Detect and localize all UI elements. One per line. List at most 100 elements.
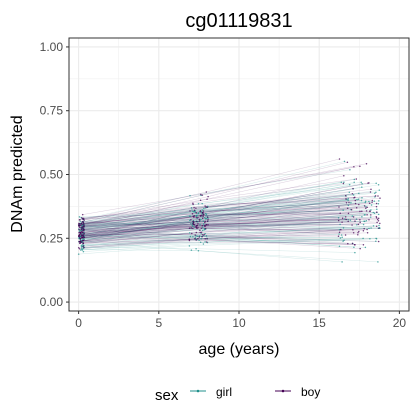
data-point-girl: [362, 237, 364, 240]
data-point-girl: [341, 261, 343, 263]
data-point-girl: [377, 261, 379, 263]
data-point-boy: [83, 246, 85, 249]
data-point-girl: [364, 220, 366, 223]
grid-major: [69, 38, 409, 311]
y-tick-label: 0.25: [40, 231, 64, 245]
data-point-boy: [190, 219, 192, 221]
data-point-boy: [195, 212, 198, 214]
data-point-boy: [199, 210, 201, 213]
data-point-boy: [195, 225, 198, 227]
data-point-boy: [338, 206, 340, 208]
data-point-girl: [205, 215, 207, 217]
data-point-boy: [366, 232, 369, 234]
data-point-boy: [376, 218, 379, 221]
data-point-girl: [199, 223, 201, 226]
data-point-girl: [347, 199, 349, 201]
data-point-boy: [366, 206, 368, 208]
data-point-boy: [206, 220, 209, 223]
data-point-boy: [83, 229, 85, 232]
data-point-girl: [342, 240, 344, 242]
data-point-boy: [338, 158, 341, 160]
data-point-girl: [200, 238, 202, 240]
data-point-boy: [358, 203, 360, 206]
data-point-girl: [348, 191, 351, 193]
data-point-girl: [378, 200, 380, 202]
data-point-boy: [377, 195, 379, 197]
data-point-boy: [198, 236, 201, 238]
data-point-boy: [202, 214, 205, 216]
data-point-girl: [340, 234, 343, 236]
data-point-boy: [204, 224, 206, 227]
data-point-girl: [377, 213, 380, 216]
data-point-boy: [369, 191, 372, 193]
data-point-girl: [353, 246, 355, 248]
data-point-girl: [200, 218, 202, 220]
data-point-girl: [361, 186, 363, 188]
data-point-girl: [82, 250, 85, 253]
data-point-boy: [363, 205, 366, 207]
x-tick-label: 10: [232, 316, 246, 330]
data-point-boy: [344, 195, 347, 197]
data-point-boy: [83, 225, 85, 228]
data-point-girl: [80, 244, 83, 246]
data-point-girl: [203, 216, 206, 219]
data-point-boy: [375, 202, 378, 205]
data-point-boy: [368, 202, 371, 204]
data-point-girl: [198, 239, 200, 242]
data-point-boy: [193, 206, 195, 209]
legend-title: sex: [155, 387, 179, 404]
data-point-boy: [188, 227, 191, 230]
data-point-girl: [189, 194, 191, 197]
data-point-girl: [349, 168, 351, 171]
data-point-boy: [204, 221, 206, 224]
data-point-girl: [350, 202, 352, 204]
data-point-boy: [78, 222, 80, 225]
data-point-boy: [377, 240, 380, 243]
data-point-boy: [347, 242, 349, 245]
data-point-boy: [81, 234, 83, 236]
data-point-boy: [80, 225, 82, 227]
y-tick-label: 0.00: [40, 295, 64, 309]
data-point-girl: [200, 211, 203, 213]
data-point-boy: [200, 227, 203, 230]
data-point-girl: [202, 243, 205, 245]
data-point-boy: [201, 225, 204, 227]
data-point-girl: [348, 183, 351, 186]
data-point-girl: [368, 200, 370, 203]
data-point-girl: [80, 247, 83, 249]
data-point-boy: [195, 231, 198, 234]
data-point-boy: [365, 162, 368, 165]
data-point-boy: [83, 232, 85, 235]
data-point-boy: [80, 241, 83, 243]
data-point-boy: [82, 236, 85, 238]
data-point-girl: [338, 245, 341, 247]
data-point-boy: [80, 228, 82, 231]
legend-label-girl: girl: [216, 385, 232, 399]
data-point-boy: [352, 229, 354, 231]
data-point-boy: [78, 241, 80, 243]
data-point-girl: [347, 197, 349, 200]
data-point-girl: [188, 245, 191, 247]
data-point-boy: [366, 228, 368, 231]
data-point-boy: [194, 238, 196, 240]
data-point-boy: [366, 213, 368, 216]
data-point-boy: [351, 242, 354, 245]
data-point-boy: [201, 235, 203, 238]
x-tick-label: 20: [393, 316, 407, 330]
data-point-boy: [195, 217, 198, 219]
data-point-boy: [350, 209, 353, 211]
data-point-girl: [353, 181, 355, 184]
data-point-girl: [373, 200, 376, 202]
data-point-boy: [78, 248, 81, 250]
data-point-girl: [78, 230, 81, 232]
chart-title: cg01119831: [185, 10, 292, 32]
data-point-girl: [339, 237, 342, 239]
data-point-boy: [198, 218, 201, 221]
data-point-girl: [201, 202, 203, 205]
data-point-girl: [202, 223, 205, 225]
data-point-girl: [81, 248, 83, 251]
data-point-girl: [203, 207, 205, 210]
data-point-boy: [207, 223, 209, 226]
data-point-boy: [202, 211, 204, 214]
data-point-boy: [199, 215, 202, 217]
